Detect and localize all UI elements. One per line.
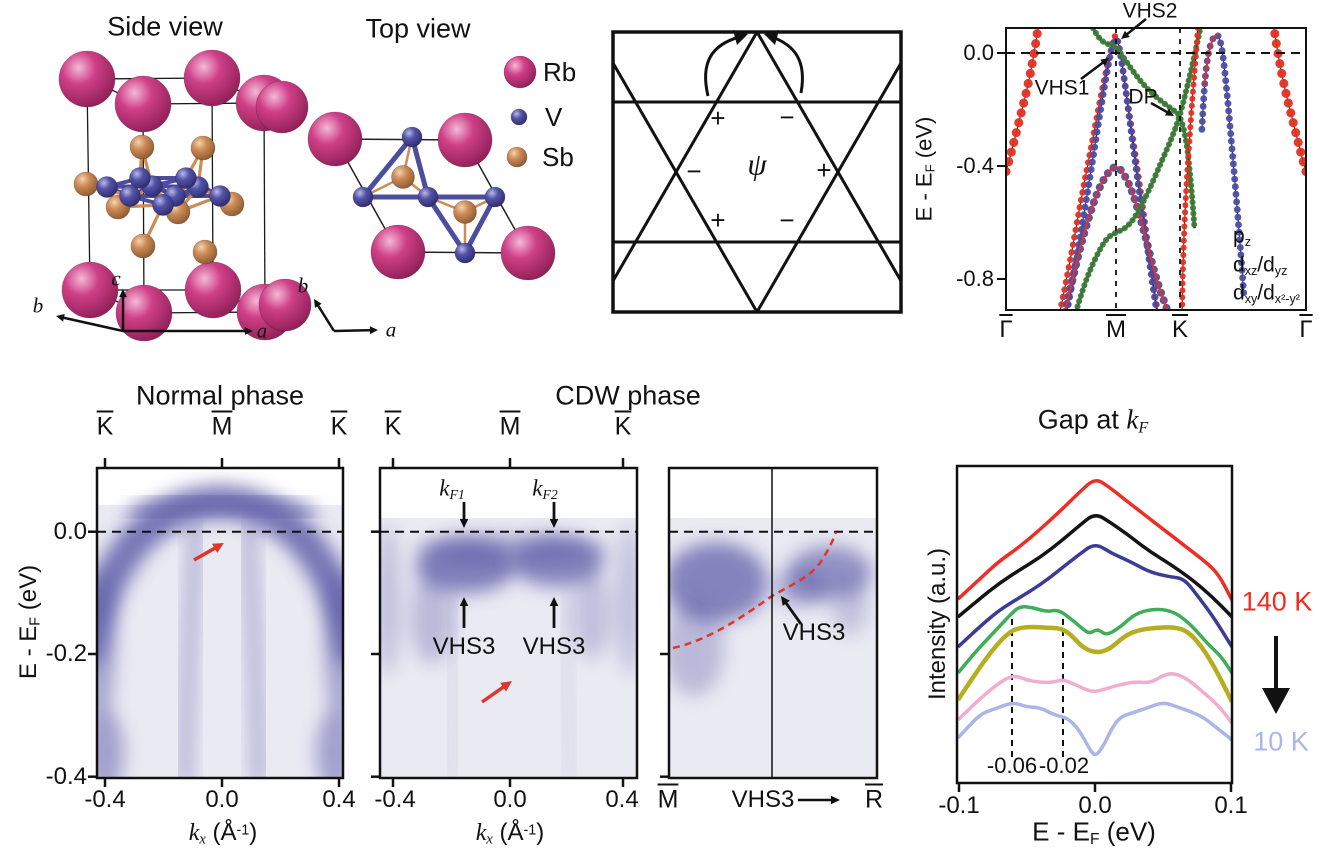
band-p_z-1 [1269, 28, 1306, 177]
axis-a-arrow [123, 327, 253, 335]
atom-legend [503, 55, 537, 168]
band-d_xz/d_yz-3 [1063, 35, 1160, 310]
band-p_z-10 [1203, 32, 1219, 88]
band-p_z-8 [1179, 28, 1201, 310]
crystal-side-view [56, 49, 294, 342]
band-d_xy/d_x2-y2-7 [1073, 28, 1204, 310]
axis-b-arrow [56, 314, 124, 333]
band-p_z-5 [1064, 166, 1169, 310]
crystal-top-view [255, 80, 556, 335]
normal-arpes-map [97, 484, 343, 778]
vhs3-arrow [781, 596, 803, 625]
cdw-mr-arpes-map [669, 518, 877, 778]
vhs2-arrow [1121, 18, 1147, 39]
vhs1-arrow [1080, 58, 1109, 81]
band-p_z-0 [1006, 28, 1043, 177]
temperature-arrow-icon [1262, 688, 1290, 714]
axis-c-arrow [119, 289, 127, 331]
edc-curve-6 [957, 701, 1232, 757]
edc-curve-1 [957, 514, 1232, 619]
cdw-mr-panel [660, 466, 879, 805]
dp-arrow [1150, 101, 1174, 116]
axis-a-arrow [333, 326, 378, 335]
red-arrow [193, 543, 224, 562]
edc-curve-3 [957, 605, 1232, 675]
edc-curve-5 [957, 672, 1232, 725]
kf1-arrow [459, 502, 469, 528]
axis-b-arrow [314, 299, 336, 332]
red-arrow [480, 681, 512, 704]
edc-curve-2 [957, 544, 1232, 649]
vhs3-arrow-right [549, 597, 559, 628]
gap-curves [957, 478, 1232, 757]
vhs3-direction-arrow [798, 795, 840, 805]
vhs3-arrow-left [459, 597, 469, 628]
edc-curve-4 [957, 624, 1232, 703]
kf2-arrow [549, 502, 559, 528]
band-structure-panel [997, 18, 1307, 311]
normal-phase-panel [88, 458, 345, 787]
kagome-diagram [611, 30, 903, 314]
band-d_xz/d_yz-9 [1198, 31, 1248, 300]
cdw-arpes-map [380, 518, 637, 778]
gap-panel [955, 464, 1290, 792]
cdw-phase-panel [371, 458, 639, 787]
edc-curve-0 [957, 478, 1232, 601]
